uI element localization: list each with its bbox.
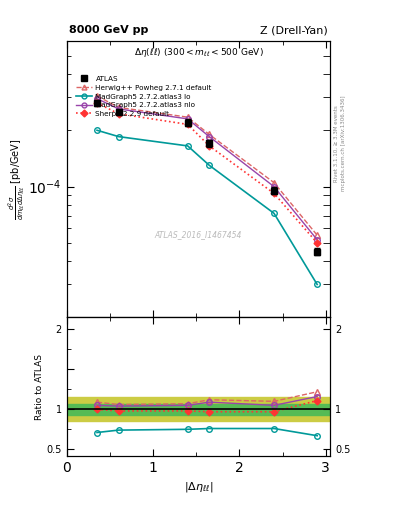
Text: Rivet 3.1.10, ≥ 3.3M events: Rivet 3.1.10, ≥ 3.3M events	[334, 105, 338, 182]
X-axis label: $|\Delta\eta_{\ell\ell}|$: $|\Delta\eta_{\ell\ell}|$	[184, 480, 213, 494]
Text: $\Delta\eta(\ell\ell)\ (300 < m_{\ell\ell} < 500\ \mathrm{GeV})$: $\Delta\eta(\ell\ell)\ (300 < m_{\ell\el…	[134, 47, 263, 59]
Text: 8000 GeV pp: 8000 GeV pp	[70, 26, 149, 35]
Text: Z (Drell-Yan): Z (Drell-Yan)	[260, 26, 327, 35]
Y-axis label: $\frac{d^2\sigma}{dm_{\ell\ell}d\Delta\eta_{\ell\ell}}$ [pb/GeV]: $\frac{d^2\sigma}{dm_{\ell\ell}d\Delta\e…	[6, 138, 27, 220]
Text: ATLAS_2016_I1467454: ATLAS_2016_I1467454	[155, 230, 242, 239]
Y-axis label: Ratio to ATLAS: Ratio to ATLAS	[35, 354, 44, 419]
Text: mcplots.cern.ch [arXiv:1306.3436]: mcplots.cern.ch [arXiv:1306.3436]	[342, 96, 346, 191]
Legend: ATLAS, Herwig++ Powheg 2.7.1 default, MadGraph5 2.7.2.atlas3 lo, MadGraph5 2.7.2: ATLAS, Herwig++ Powheg 2.7.1 default, Ma…	[73, 72, 215, 120]
